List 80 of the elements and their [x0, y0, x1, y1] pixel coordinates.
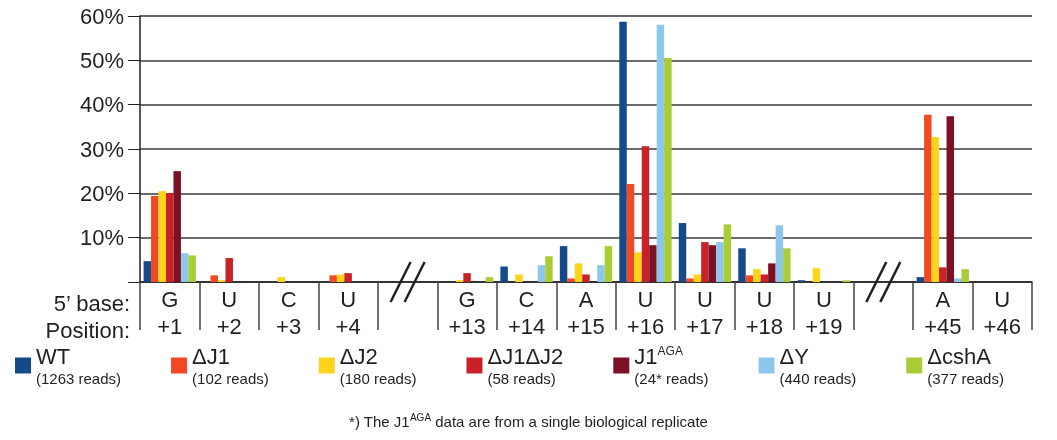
bar	[567, 278, 575, 282]
bar	[738, 248, 746, 282]
bar	[604, 246, 613, 282]
bar	[723, 224, 732, 282]
x-axis-title: 5’ base: Position:	[45, 291, 130, 343]
bar	[924, 114, 932, 282]
bar	[619, 21, 627, 282]
y-tick-label: 60%	[79, 3, 124, 29]
x-tick-label: C +3	[276, 287, 302, 339]
legend-label: ΔJ1 (102 reads)	[192, 343, 269, 387]
x-tick-label: A +15	[567, 287, 605, 339]
bar	[708, 245, 717, 282]
bar	[515, 274, 523, 282]
bar	[939, 267, 947, 282]
x-tick-label: U +17	[686, 287, 724, 339]
bar	[678, 223, 687, 282]
x-tick-label: U +16	[626, 287, 665, 339]
bar	[225, 258, 233, 282]
y-tick-label: 30%	[79, 136, 124, 162]
bar	[500, 266, 508, 282]
bar	[641, 146, 650, 282]
bar	[143, 261, 152, 282]
x-tick-label: G +13	[448, 287, 486, 339]
x-tick-label: U +19	[805, 287, 843, 339]
x-tick-label: U +2	[216, 287, 242, 339]
bar	[931, 137, 940, 282]
bar	[634, 252, 642, 282]
bar	[574, 263, 583, 282]
bar	[656, 24, 665, 282]
x-tick-label: U +4	[335, 287, 361, 339]
legend-label: ΔY (440 reads)	[779, 343, 857, 387]
y-tick-label: 50%	[79, 47, 124, 73]
bar	[559, 246, 568, 282]
bar	[664, 58, 672, 282]
bar	[151, 195, 159, 282]
bar	[210, 275, 218, 282]
bar	[775, 225, 784, 282]
bar	[277, 277, 285, 282]
x-tick-label: U +46	[983, 287, 1021, 339]
legend-label: WT (1263 reads)	[36, 343, 122, 387]
bar	[916, 277, 925, 282]
bar	[783, 248, 791, 282]
bar	[649, 245, 657, 282]
bar	[545, 256, 553, 282]
bar	[597, 265, 605, 282]
bar	[760, 274, 769, 282]
bar	[946, 116, 955, 282]
y-tick-label: 20%	[79, 180, 124, 206]
bar	[158, 191, 166, 282]
bar	[812, 268, 821, 282]
x-tick-label: C +14	[507, 287, 546, 339]
bar	[188, 255, 196, 282]
bar	[582, 274, 590, 282]
bar	[173, 171, 181, 282]
bar	[768, 263, 776, 282]
legend-label: ΔJ2 (180 reads)	[339, 343, 417, 387]
bar	[686, 278, 694, 282]
bar	[961, 269, 969, 282]
x-tick-label: G +1	[157, 287, 183, 339]
legend-label: ΔJ1ΔJ2 (58 reads)	[487, 343, 564, 387]
bar	[745, 275, 754, 282]
y-tick-label: 10%	[79, 225, 124, 251]
y-tick-label: 40%	[79, 92, 124, 118]
bar	[344, 273, 352, 282]
x-tick-label: A +45	[924, 287, 962, 339]
bar	[693, 274, 702, 282]
x-tick-label: U +18	[745, 287, 784, 339]
bar	[180, 253, 189, 282]
bar	[463, 273, 471, 282]
bar	[336, 274, 345, 282]
bar	[166, 192, 174, 282]
bar	[753, 269, 761, 282]
bar	[329, 275, 337, 282]
bar	[954, 278, 962, 282]
bar	[716, 242, 724, 282]
legend-label: ΔcshA (377 reads)	[927, 343, 1004, 387]
bar	[485, 277, 494, 282]
bar	[626, 184, 635, 282]
bar	[701, 242, 709, 282]
bar	[537, 265, 546, 282]
